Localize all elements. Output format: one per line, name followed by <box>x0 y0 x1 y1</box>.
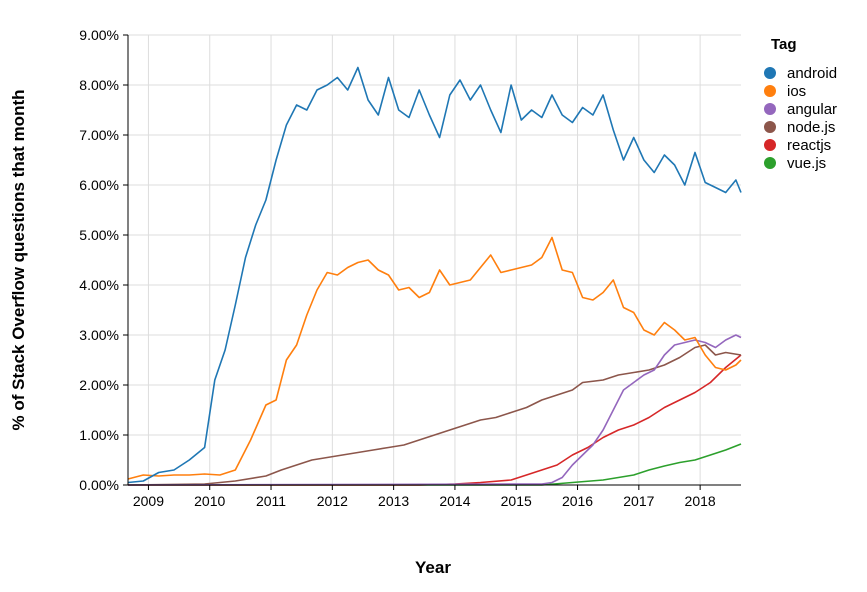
legend-swatch <box>764 139 776 151</box>
y-tick-label: 6.00% <box>79 177 119 193</box>
legend-swatch <box>764 67 776 79</box>
tick-labels: 0.00% 1.00% 2.00% 3.00% 4.00% 5.00% 6.00% 7.00%… <box>79 27 716 509</box>
x-axis-title: Year <box>415 558 451 577</box>
x-tick-label: 2016 <box>562 493 593 509</box>
y-tick-label: 2.00% <box>79 377 119 393</box>
series-line-android <box>127 66 742 484</box>
legend-swatch <box>764 85 776 97</box>
series-lines <box>127 66 742 486</box>
y-tick-label: 3.00% <box>79 327 119 343</box>
x-tick-label: 2013 <box>378 493 409 509</box>
series-line-ios <box>127 236 742 480</box>
y-axis-title: % of Stack Overflow questions that month <box>9 90 28 431</box>
x-tick-label: 2011 <box>256 493 286 509</box>
y-tick-label: 8.00% <box>79 77 119 93</box>
series-line-vue-js <box>128 443 742 486</box>
legend-swatch <box>764 157 776 169</box>
x-tick-label: 2018 <box>685 493 716 509</box>
y-tick-label: 0.00% <box>79 477 119 493</box>
legend-label: ios <box>787 83 806 100</box>
y-tick-label: 1.00% <box>79 427 119 443</box>
y-tick-label: 9.00% <box>79 27 119 43</box>
series-line-reactjs <box>128 354 742 486</box>
x-tick-label: 2009 <box>133 493 164 509</box>
x-tick-label: 2012 <box>317 493 348 509</box>
axes <box>123 34 741 490</box>
legend: Tag androidiosangularnode.jsreactjsvue.j… <box>764 36 837 172</box>
legend-label: vue.js <box>787 155 826 172</box>
legend-title: Tag <box>771 36 797 53</box>
legend-swatch <box>764 121 776 133</box>
y-tick-label: 7.00% <box>79 127 119 143</box>
x-tick-label: 2015 <box>501 493 532 509</box>
legend-swatch <box>764 103 776 115</box>
grid-lines <box>128 34 741 485</box>
series-line-node-js <box>127 344 742 486</box>
legend-label: reactjs <box>787 137 831 154</box>
legend-label: angular <box>787 101 837 118</box>
x-tick-label: 2010 <box>194 493 225 509</box>
x-tick-label: 2014 <box>439 493 470 509</box>
y-tick-label: 5.00% <box>79 227 119 243</box>
series-line-angular <box>127 334 742 486</box>
y-tick-label: 4.00% <box>79 277 119 293</box>
legend-label: node.js <box>787 119 835 136</box>
legend-label: android <box>787 65 837 82</box>
x-tick-label: 2017 <box>623 493 654 509</box>
